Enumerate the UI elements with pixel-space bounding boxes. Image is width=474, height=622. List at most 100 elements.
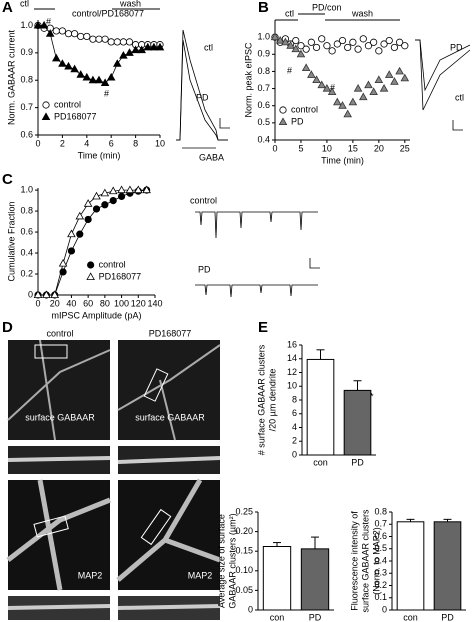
trace-label: control bbox=[190, 195, 217, 205]
roi-box bbox=[33, 515, 69, 538]
annotation: control/PD168077 bbox=[72, 8, 144, 18]
data-point bbox=[338, 36, 347, 45]
data-point bbox=[125, 185, 135, 194]
bar bbox=[396, 521, 425, 611]
y-tick-label: 0.05 bbox=[235, 585, 253, 595]
y-tick-label: 0.5 bbox=[257, 117, 270, 127]
y-tick-label: 0.10 bbox=[235, 565, 253, 575]
x-tick-label: 25 bbox=[400, 143, 410, 153]
x-tick-label: PD bbox=[309, 612, 322, 622]
image bbox=[8, 340, 110, 440]
y-tick-label: 0.2 bbox=[20, 268, 33, 278]
data-point bbox=[108, 186, 118, 195]
y-tick-label: 0.25 bbox=[235, 506, 253, 516]
y-tick-label: 0 bbox=[382, 604, 387, 614]
data-point bbox=[45, 29, 55, 37]
data-point bbox=[142, 185, 151, 194]
data-point bbox=[354, 45, 362, 53]
annotation: # bbox=[46, 16, 51, 26]
data-point bbox=[70, 64, 79, 73]
data-point bbox=[82, 72, 92, 81]
y-axis-title: Cumulative Fraction bbox=[6, 201, 16, 281]
data-point bbox=[291, 44, 301, 53]
data-point bbox=[384, 70, 394, 78]
y-tick-label: 0.9 bbox=[257, 49, 270, 59]
data-point bbox=[323, 42, 331, 50]
data-point bbox=[143, 42, 153, 51]
y-tick-label: 0.7 bbox=[20, 102, 33, 112]
y-tick-label: 0.7 bbox=[374, 519, 387, 529]
y-axis-title: (Norm. to MAP2) bbox=[371, 527, 381, 595]
y-tick-label: 0.3 bbox=[374, 568, 387, 578]
data-point bbox=[281, 37, 290, 46]
data-point bbox=[125, 48, 134, 56]
image-column-label: PD168077 bbox=[149, 328, 192, 338]
trace bbox=[195, 211, 318, 239]
legend-marker bbox=[278, 117, 288, 125]
y-tick-label: 14 bbox=[287, 353, 297, 363]
data-point bbox=[364, 42, 373, 50]
x-tick-label: 5 bbox=[298, 143, 303, 153]
y-tick-label: 4 bbox=[292, 422, 297, 432]
x-axis-title: Time (min) bbox=[78, 150, 121, 160]
data-point bbox=[270, 32, 280, 41]
data-point bbox=[33, 290, 43, 299]
y-tick-label: 1.0 bbox=[20, 184, 33, 194]
x-tick-label: 8 bbox=[133, 138, 138, 148]
y-tick-label: 1.0 bbox=[257, 32, 270, 42]
data-point bbox=[369, 87, 378, 95]
y-tick-label: 0.4 bbox=[374, 555, 387, 565]
y-tick-label: 0.4 bbox=[20, 247, 33, 257]
y-tick-label: 0 bbox=[292, 449, 297, 459]
y-tick-label: 0.8 bbox=[374, 506, 387, 516]
data-point bbox=[119, 50, 128, 59]
panel-label: B bbox=[258, 0, 269, 16]
trace-label: PD bbox=[198, 264, 211, 274]
image-label: surface GABAAR bbox=[25, 412, 95, 422]
roi-box bbox=[140, 508, 172, 546]
data-point bbox=[344, 43, 352, 52]
data-point bbox=[307, 38, 315, 46]
y-tick-label: 0.8 bbox=[20, 205, 33, 215]
annotation: PD/con bbox=[312, 2, 342, 12]
trace bbox=[176, 39, 228, 141]
annotation: * bbox=[370, 391, 374, 401]
trace-label: PD bbox=[450, 42, 463, 52]
data-point bbox=[343, 109, 352, 118]
data-point bbox=[101, 35, 109, 43]
y-tick-label: 0.6 bbox=[20, 226, 33, 236]
panel-label: D bbox=[2, 319, 13, 336]
data-point bbox=[275, 35, 285, 44]
y-tick-label: 0.4 bbox=[257, 134, 270, 144]
data-point bbox=[333, 40, 341, 48]
y-axis-title: GABAAR clusters (µm²) bbox=[227, 513, 237, 608]
data-point bbox=[42, 290, 51, 299]
legend-label: PD168077 bbox=[54, 111, 97, 121]
panel-label: E bbox=[258, 319, 268, 336]
bar bbox=[262, 545, 292, 611]
x-tick-label: 80 bbox=[100, 298, 110, 308]
y-axis-title: surface GABAAR clusters bbox=[360, 509, 370, 613]
x-tick-label: 4 bbox=[84, 138, 89, 148]
data-point bbox=[134, 185, 143, 194]
data-point bbox=[83, 199, 93, 207]
bar bbox=[306, 358, 335, 456]
y-axis-title: /20 µm dendrite bbox=[267, 369, 277, 432]
y-axis-title: Average size of surface bbox=[216, 514, 226, 608]
x-tick-label: PD bbox=[441, 612, 454, 622]
data-point bbox=[84, 215, 92, 224]
trace bbox=[415, 39, 471, 111]
data-point bbox=[359, 35, 367, 43]
trace bbox=[195, 284, 318, 298]
data-point bbox=[50, 290, 59, 299]
data-point bbox=[348, 97, 358, 106]
data-point bbox=[131, 45, 140, 54]
x-axis-title: Time (min) bbox=[321, 155, 364, 165]
data-point bbox=[374, 75, 384, 83]
x-tick-label: 20 bbox=[374, 143, 384, 153]
data-point bbox=[364, 80, 373, 89]
x-tick-label: 0 bbox=[35, 138, 40, 148]
image-label: MAP2 bbox=[78, 570, 103, 580]
panel-label: A bbox=[2, 0, 13, 16]
data-point bbox=[64, 61, 73, 70]
